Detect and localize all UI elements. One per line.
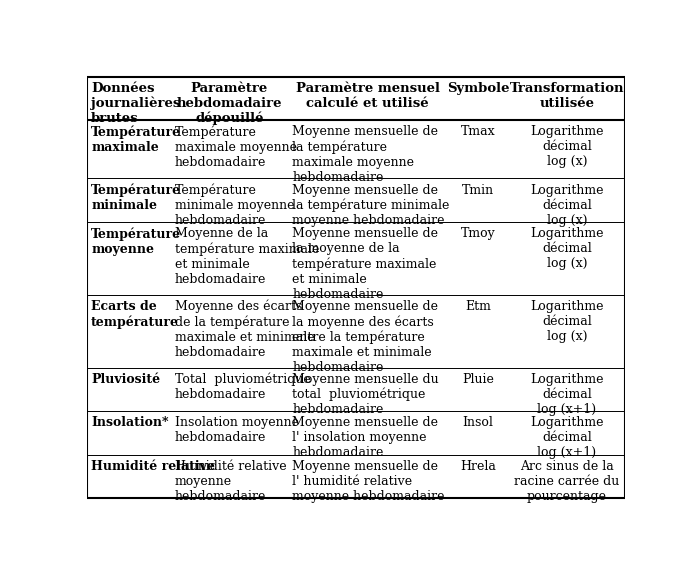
Text: Température
moyenne: Température moyenne <box>91 227 181 256</box>
Text: Moyenne de la
température maximale
et minimale
hebdomadaire: Moyenne de la température maximale et mi… <box>175 227 319 286</box>
Text: Température
minimale moyenne
hebdomadaire: Température minimale moyenne hebdomadair… <box>175 184 294 227</box>
Text: Etm: Etm <box>465 300 491 313</box>
Text: Insolation moyenne
hebdomadaire: Insolation moyenne hebdomadaire <box>175 416 299 445</box>
Text: Logarithme
décimal
log (x+1): Logarithme décimal log (x+1) <box>530 416 604 459</box>
Text: Hrela: Hrela <box>460 460 496 473</box>
Text: Insol: Insol <box>463 416 493 429</box>
Text: Transformation
utilisée: Transformation utilisée <box>509 82 624 110</box>
Text: Logarithme
décimal
log (x): Logarithme décimal log (x) <box>530 184 604 227</box>
Text: Moyenne mensuelle de
la moyenne des écarts
entre la température
maximale et mini: Moyenne mensuelle de la moyenne des écar… <box>292 300 438 374</box>
Text: Température
minimale: Température minimale <box>91 184 181 212</box>
Text: Total  pluviométrique
hebdomadaire: Total pluviométrique hebdomadaire <box>175 373 311 401</box>
Text: Logarithme
décimal
log (x): Logarithme décimal log (x) <box>530 227 604 270</box>
Text: Moyenne mensuelle de
la température minimale
moyenne hebdomadaire: Moyenne mensuelle de la température mini… <box>292 184 450 227</box>
Text: Moyenne des écarts
de la température
maximale et minimale
hebdomadaire: Moyenne des écarts de la température max… <box>175 300 314 359</box>
Text: Température
maximale moyenne
hebdomadaire: Température maximale moyenne hebdomadair… <box>175 125 297 169</box>
Text: Données
journalières
brutes: Données journalières brutes <box>91 82 180 125</box>
Text: Moyenne mensuelle de
la température
maximale moyenne
hebdomadaire: Moyenne mensuelle de la température maxi… <box>292 125 438 184</box>
Text: Température
maximale: Température maximale <box>91 125 181 154</box>
Text: Tmax: Tmax <box>461 125 496 138</box>
Text: Moyenne mensuelle de
la moyenne de la
température maximale
et minimale
hebdomada: Moyenne mensuelle de la moyenne de la te… <box>292 227 438 301</box>
Text: Logarithme
décimal
log (x): Logarithme décimal log (x) <box>530 300 604 343</box>
Text: Moyenne mensuelle de
l' insolation moyenne
hebdomadaire: Moyenne mensuelle de l' insolation moyen… <box>292 416 438 459</box>
Text: Ecarts de
température: Ecarts de température <box>91 300 179 329</box>
Text: Logarithme
décimal
log (x+1): Logarithme décimal log (x+1) <box>530 373 604 416</box>
Text: Moyenne mensuelle du
total  pluviométrique
hebdomadaire: Moyenne mensuelle du total pluviométriqu… <box>292 373 439 416</box>
Text: Symbole: Symbole <box>447 82 509 95</box>
Text: Humidité relative
moyenne
hebdomadaire: Humidité relative moyenne hebdomadaire <box>175 460 287 503</box>
Text: Humidité relative: Humidité relative <box>91 460 215 473</box>
Text: Arc sinus de la
racine carrée du
pourcentage: Arc sinus de la racine carrée du pourcen… <box>514 460 620 503</box>
Text: Moyenne mensuelle de
l' humidité relative
moyenne hebdomadaire: Moyenne mensuelle de l' humidité relativ… <box>292 460 445 503</box>
Text: Logarithme
décimal
log (x): Logarithme décimal log (x) <box>530 125 604 168</box>
Text: Pluie: Pluie <box>462 373 494 386</box>
Text: Insolation*: Insolation* <box>91 416 169 429</box>
Text: Tmoy: Tmoy <box>461 227 496 240</box>
Text: Paramètre
hebdomadaire
dépouillé: Paramètre hebdomadaire dépouillé <box>176 82 282 125</box>
Text: Tmin: Tmin <box>462 184 494 197</box>
Text: Paramètre mensuel
calculé et utilisé: Paramètre mensuel calculé et utilisé <box>296 82 439 110</box>
Text: Pluviosité: Pluviosité <box>91 373 160 386</box>
